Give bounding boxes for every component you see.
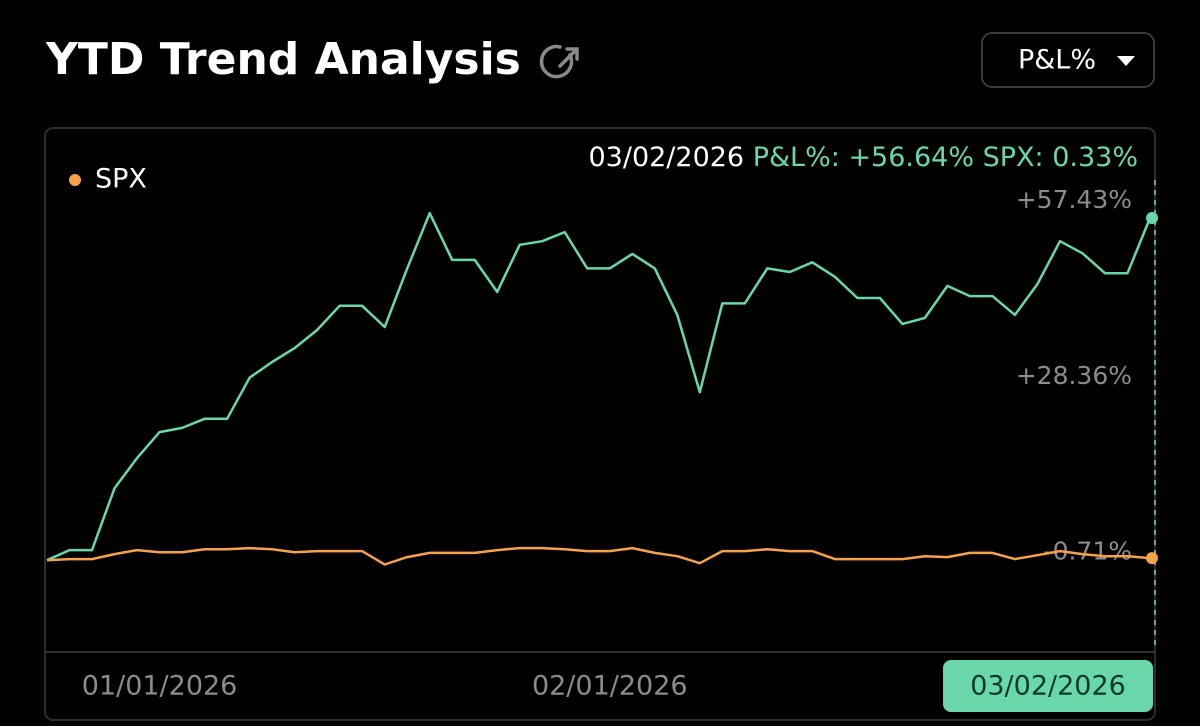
- tooltip: 03/02/2026 P&L%: +56.64% SPX: 0.33%: [588, 142, 1138, 173]
- icon-arrow: [558, 47, 579, 68]
- page-title: YTD Trend Analysis: [45, 34, 521, 85]
- tooltip-date: 03/02/2026: [588, 142, 744, 173]
- legend-label: SPX: [95, 164, 147, 195]
- tooltip-name: P&L%:: [753, 142, 840, 173]
- selected-date-box: [943, 660, 1153, 712]
- dropdown-caret: [1117, 56, 1135, 66]
- y-tick-label: +57.43%: [1016, 185, 1132, 214]
- dropdown-box: [981, 32, 1155, 88]
- x-tick-label: 03/02/2026: [970, 671, 1126, 702]
- x-tick-label: 01/01/2026: [82, 671, 238, 702]
- tooltip-value: 0.33%: [1052, 142, 1138, 173]
- legend-swatch: [69, 174, 81, 186]
- end-dot: [1146, 552, 1158, 565]
- tooltip-value: +56.64%: [848, 142, 974, 173]
- tooltip-name: SPX:: [983, 142, 1044, 173]
- series-line: [46, 546, 1151, 566]
- dropdown[interactable]: P&L%: [981, 32, 1155, 88]
- dropdown-label: P&L%: [1018, 45, 1096, 76]
- series-line: [46, 211, 1152, 562]
- end-dot: [1146, 211, 1158, 224]
- y-tick-label: +28.36%: [1016, 361, 1132, 390]
- share-icon[interactable]: [539, 44, 579, 79]
- icon-circle: [539, 44, 574, 79]
- x-tick-label: 02/01/2026: [532, 671, 688, 702]
